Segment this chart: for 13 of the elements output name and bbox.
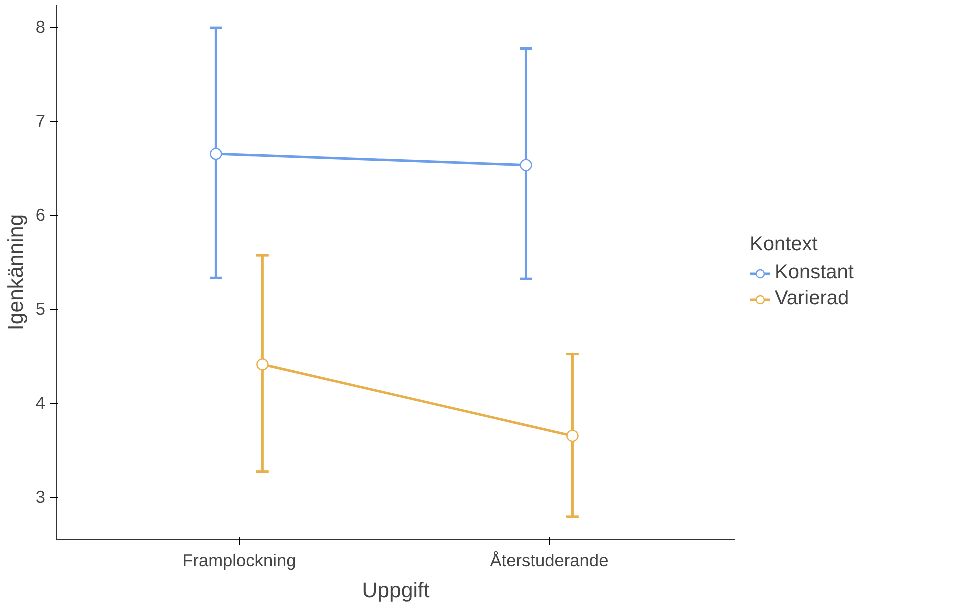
legend-title: Kontext — [750, 234, 819, 256]
legend-label: Varierad — [775, 288, 850, 310]
y-tick-label: 4 — [36, 393, 46, 414]
y-tick-label: 7 — [36, 111, 46, 132]
x-axis-title: Uppgift — [362, 578, 430, 602]
y-tick-label: 8 — [36, 17, 46, 38]
legend-label: Konstant — [775, 262, 854, 284]
y-tick-label: 5 — [36, 299, 46, 320]
y-tick-label: 3 — [36, 487, 46, 508]
y-tick-label: 6 — [36, 205, 46, 226]
x-tick-label: Framplockning — [182, 550, 296, 570]
y-axis-title: Igenkänning — [4, 214, 28, 331]
x-tick-label: Återstuderande — [490, 550, 609, 570]
